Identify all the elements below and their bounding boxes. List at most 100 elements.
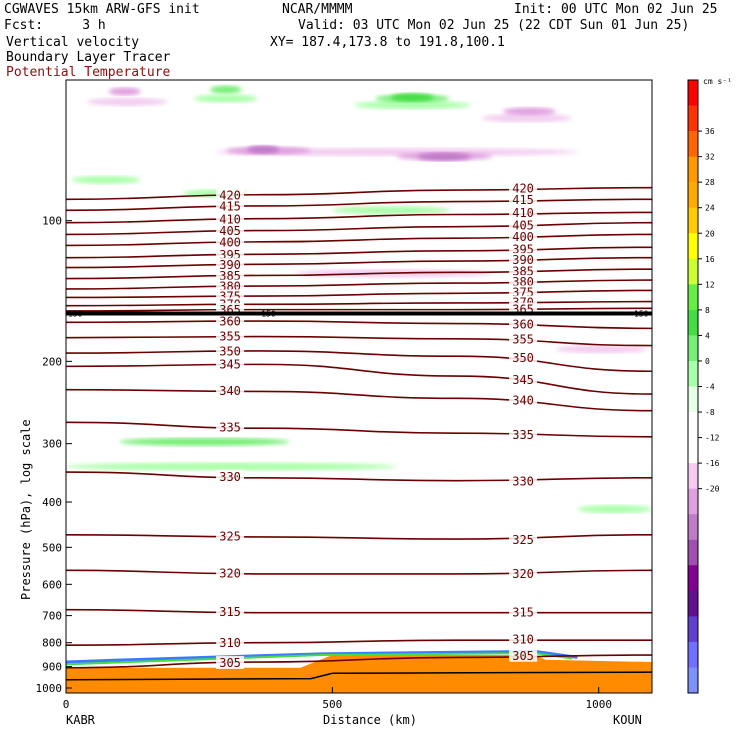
boundary-layer-tracer-fill [66,655,652,693]
theta-label-330: 330 [219,470,241,484]
y-tick-label: 900 [42,661,62,674]
vv-area-12 [481,114,573,123]
x-tick-label: 0 [63,698,70,711]
theta-label-bg [509,317,538,331]
theta-label-bg [216,636,245,650]
theta-label-320: 320 [512,567,534,581]
y-tick-label: 100 [42,215,62,228]
theta-label-bg [216,605,245,619]
colorbar-tick-label: -12 [705,434,720,443]
theta-label-bg [509,229,538,243]
theta-contour-420 [66,186,652,201]
vv-area-13 [502,107,557,116]
colorbar-swatch [688,360,698,387]
theta-label-bg [216,655,245,669]
y-tick-label: 800 [42,637,62,650]
vv-area-20 [119,437,290,446]
tracer-edge-blue [66,649,578,664]
theta-label-325: 325 [219,530,241,544]
theta-label-310: 310 [219,636,241,650]
theta-label-bg [509,285,538,299]
theta-contour-315 [66,608,652,614]
theta-label-385: 385 [219,269,241,283]
colorbar-unit: cm s⁻¹ [703,77,732,86]
theta-contour-415 [66,198,652,212]
theta-label-bg [216,235,245,249]
vv-area-2 [193,94,258,103]
theta-label-320: 320 [219,566,241,580]
tropopause-label-right: 150 [634,310,649,319]
theta-contour-400 [66,233,652,247]
tracer-edge-green [66,652,573,666]
theta-label-bg [216,257,245,271]
theta-contour-305 [66,654,652,669]
colorbar-tick-label: -4 [705,383,715,392]
colorbar-tick-label: 0 [705,357,710,366]
theta-label-bg [216,357,245,371]
theta-label-bg [509,532,538,546]
colorbar-swatch [688,463,698,489]
theta-label-bg [216,566,245,580]
vv-area-6 [390,93,434,102]
tropopause-label-mid: 150 [261,310,276,319]
vv-area-11 [417,152,471,161]
theta-contour-310 [66,639,652,647]
field-vertical-velocity: Vertical velocity [6,35,140,50]
theta-label-bg [216,188,245,202]
theta-contour-380 [66,279,652,290]
colorbar-swatch [688,616,698,643]
colorbar-swatch [688,131,698,157]
field-boundary-layer-tracer: Boundary Layer Tracer [6,50,171,65]
x-tick-label: 1000 [585,698,612,711]
x-tick-label: 500 [322,698,342,711]
theta-contour-320 [66,569,652,575]
y-tick-label: 400 [42,496,62,509]
colorbar-tick-label: -8 [705,408,715,417]
vv-area-21 [577,505,652,514]
plot-frame [65,79,653,694]
theta-label-420: 420 [512,181,534,195]
colorbar-swatch [688,641,698,668]
theta-label-325: 325 [512,533,534,547]
vv-area-19 [66,462,397,471]
theta-contour-365 [66,307,652,312]
theta-label-bg [216,469,245,483]
colorbar-swatch [688,488,698,515]
theta-contour-375 [66,289,652,299]
vv-area-16 [332,206,450,215]
colorbar-swatch [688,284,698,311]
colorbar-tick-label: 24 [705,204,715,213]
theta-label-315: 315 [512,606,534,620]
colorbar-tick-label: 12 [705,280,715,289]
left-station-label: KABR [66,713,96,727]
colorbar-swatch [688,335,698,362]
y-tick-label: 500 [42,541,62,554]
valid-time: Valid: 03 UTC Mon 02 Jun 25 (22 CDT Sun … [298,18,690,33]
theta-label-415: 415 [219,200,241,214]
theta-label-bg [509,605,538,619]
theta-label-bg [216,420,245,434]
vv-area-0 [87,97,168,106]
source-label: NCAR/MMMM [282,2,353,17]
theta-label-350: 350 [219,344,241,358]
theta-label-400: 400 [512,230,534,244]
theta-label-410: 410 [219,212,241,226]
theta-label-305: 305 [219,656,241,670]
theta-label-360: 360 [219,314,241,328]
theta-label-bg [509,181,538,195]
theta-contour-410 [66,211,652,224]
colorbar-swatch [688,207,698,234]
colorbar-swatch [688,539,698,566]
colorbar-tick-label: 4 [705,331,710,340]
theta-label-315: 315 [219,605,241,619]
theta-label-bg [509,474,538,488]
theta-contour-335 [66,421,652,438]
theta-label-bg [216,268,245,282]
theta-label-bg [509,566,538,580]
colorbar-tick-label: -16 [705,459,720,468]
theta-label-bg [216,384,245,398]
theta-label-bg [216,314,245,328]
theta-contour-325 [66,533,652,540]
theta-contour-350 [66,350,652,373]
theta-label-bg [509,372,538,386]
